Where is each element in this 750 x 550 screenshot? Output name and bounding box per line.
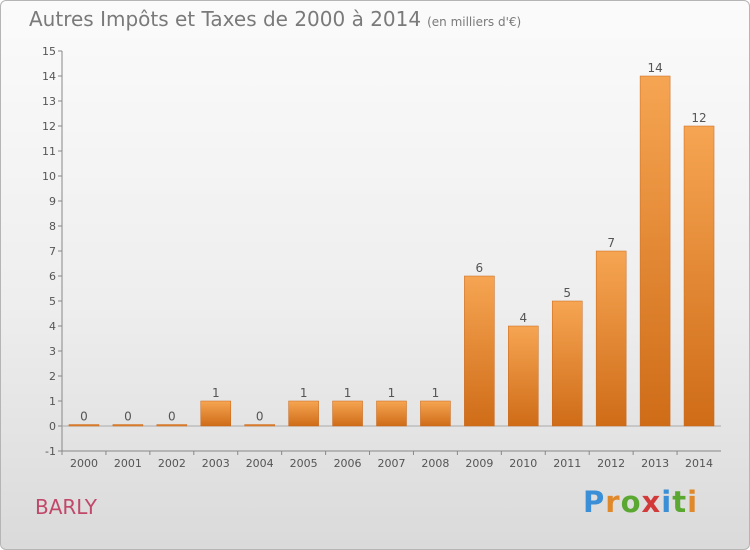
bar-value-label: 6	[476, 261, 484, 275]
chart-title: Autres Impôts et Taxes de 2000 à 2014 (en…	[29, 7, 521, 31]
x-tick-label: 2010	[509, 457, 537, 470]
bar	[420, 400, 451, 427]
x-tick-label: 2004	[246, 457, 274, 470]
chart-bars: 0 0 0 1 0 1 1 1 1 6 4 5 7 14 12	[68, 61, 715, 427]
logo-letter: x	[641, 485, 662, 519]
commune-name: BARLY	[35, 495, 98, 519]
bar	[112, 424, 144, 427]
bar	[683, 125, 715, 427]
x-tick-label: 2005	[290, 457, 318, 470]
bar-value-label: 0	[80, 410, 88, 424]
logo-letter: t	[672, 485, 688, 519]
chart-unit: (en milliers d'€)	[427, 15, 522, 29]
logo-letter: r	[605, 485, 621, 519]
bar	[464, 275, 495, 427]
x-tick-label: 2009	[465, 457, 493, 470]
bar	[200, 400, 232, 427]
bar-value-label: 0	[168, 410, 176, 424]
x-tick-label: 2003	[202, 457, 230, 470]
bar	[376, 400, 407, 427]
bar	[244, 424, 275, 427]
logo-letter: i	[687, 485, 699, 519]
y-tick-label: 14	[42, 70, 56, 83]
bar-value-label: 1	[300, 386, 308, 400]
y-tick-label: 13	[42, 95, 56, 108]
bar-value-label: 4	[519, 311, 527, 325]
bar	[68, 424, 100, 427]
bar-value-label: 1	[344, 386, 352, 400]
x-tick-label: 2013	[641, 457, 669, 470]
bar	[551, 300, 583, 427]
x-tick-label: 2007	[378, 457, 406, 470]
x-tick-label: 2002	[158, 457, 186, 470]
x-tick-label: 2008	[421, 457, 449, 470]
bar	[332, 400, 363, 427]
y-tick-label: 1	[49, 395, 56, 408]
bar-value-label: 7	[607, 236, 615, 250]
x-tick-label: 2012	[597, 457, 625, 470]
x-tick-label: 2000	[70, 457, 98, 470]
bar-value-label: 1	[212, 386, 220, 400]
y-tick-label: 6	[49, 270, 56, 283]
bar	[595, 250, 627, 427]
y-tick-label: 2	[49, 370, 56, 383]
logo-letter: P	[583, 485, 606, 519]
bar	[639, 75, 671, 427]
bar	[288, 400, 319, 427]
bar-value-label: 1	[388, 386, 396, 400]
y-tick-label: 3	[49, 345, 56, 358]
bar	[508, 325, 539, 427]
y-tick-label: 4	[49, 320, 56, 333]
bar-value-label: 12	[691, 111, 706, 125]
y-tick-label: 9	[49, 195, 56, 208]
y-tick-label: 12	[42, 120, 56, 133]
bar-value-label: 1	[432, 386, 440, 400]
x-tick-label: 2011	[553, 457, 581, 470]
bar-value-label: 14	[647, 61, 662, 75]
y-tick-label: 0	[49, 420, 56, 433]
logo-letter: i	[661, 485, 673, 519]
x-tick-label: 2001	[114, 457, 142, 470]
y-tick-label: -1	[45, 445, 56, 458]
y-tick-label: 15	[42, 45, 56, 58]
chart-title-text: Autres Impôts et Taxes de 2000 à 2014	[29, 7, 422, 31]
y-tick-label: 7	[49, 245, 56, 258]
logo-letter: o	[620, 485, 642, 519]
y-tick-label: 10	[42, 170, 56, 183]
bar-value-label: 0	[124, 410, 132, 424]
bar-value-label: 5	[563, 286, 571, 300]
bar	[156, 424, 188, 427]
proxiti-logo: Proxiti	[583, 485, 698, 519]
x-tick-label: 2014	[685, 457, 713, 470]
bar-value-label: 0	[256, 410, 264, 424]
y-tick-label: 8	[49, 220, 56, 233]
y-tick-label: 5	[49, 295, 56, 308]
x-tick-label: 2006	[334, 457, 362, 470]
y-tick-label: 11	[42, 145, 56, 158]
